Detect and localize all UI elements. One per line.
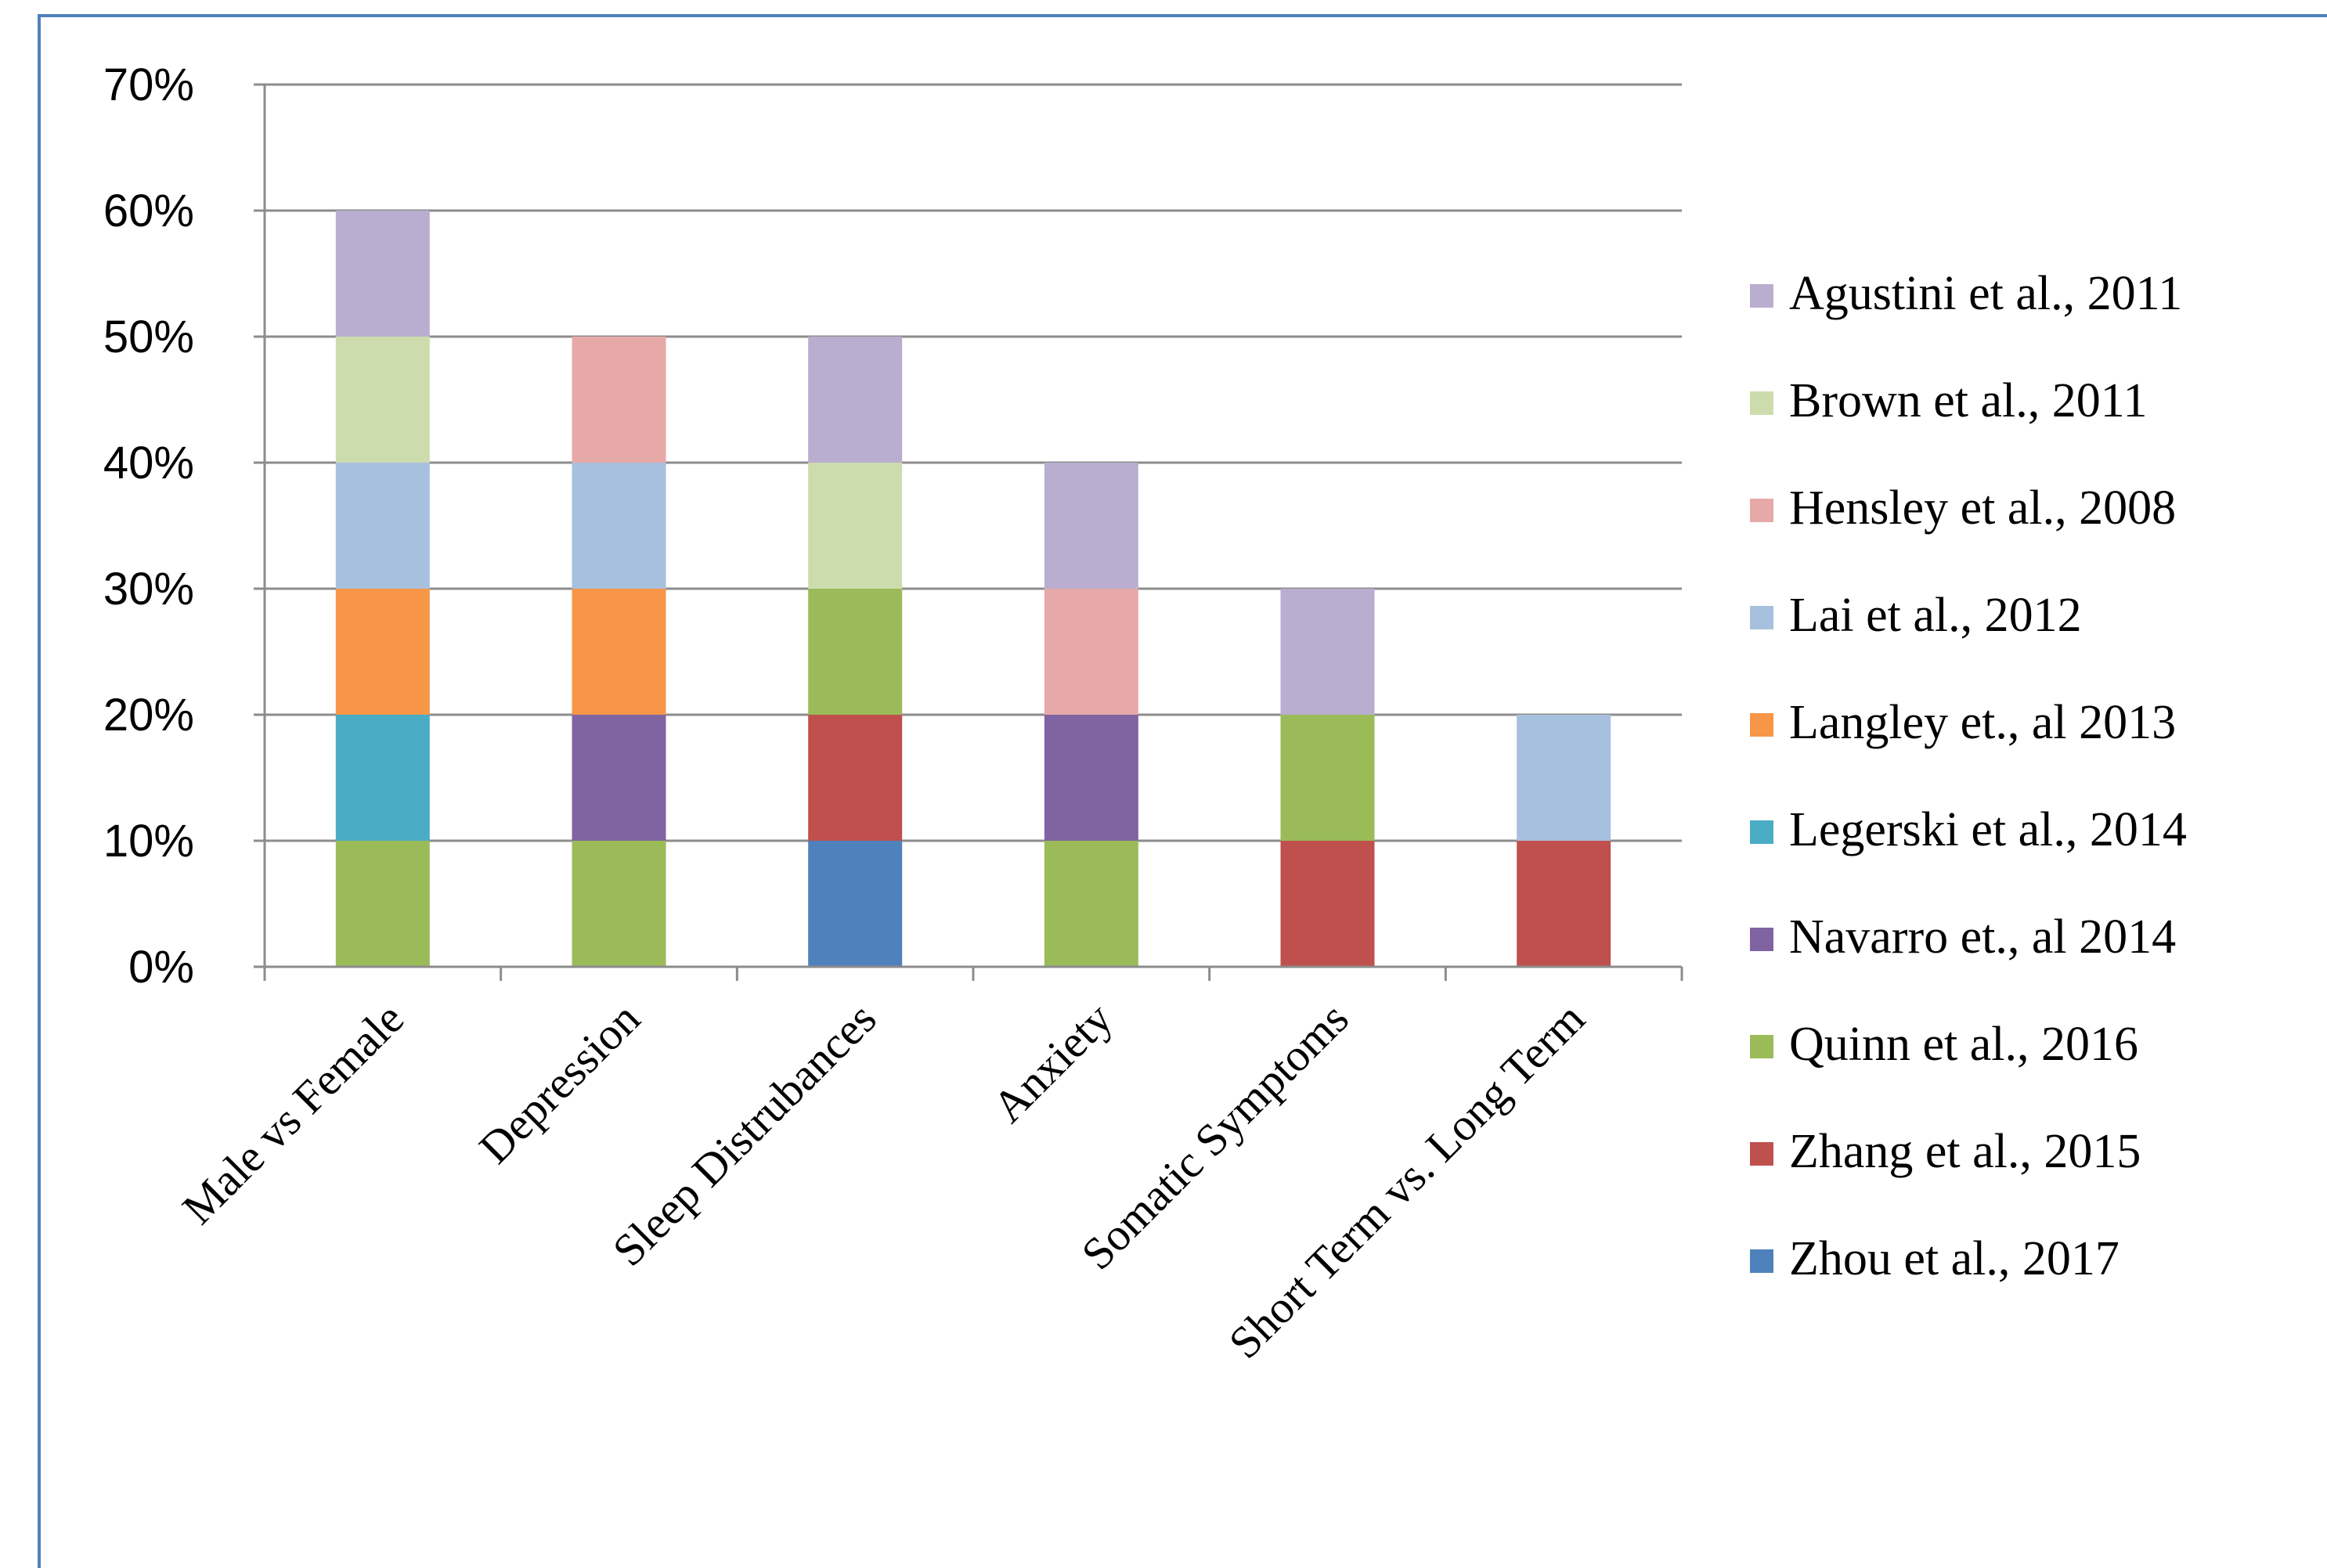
legend-label: Zhou et al., 2017 — [1789, 1232, 2120, 1285]
legend-swatch — [1750, 1035, 1773, 1058]
bar-segment — [808, 337, 903, 463]
bar-segment — [1044, 589, 1138, 715]
legend-label: Hensley et al., 2008 — [1789, 481, 2176, 535]
legend-swatch — [1750, 499, 1773, 522]
bar-segment — [808, 715, 903, 841]
bar-segment — [572, 337, 666, 463]
legend-swatch — [1750, 713, 1773, 737]
bar-segment — [335, 715, 430, 841]
y-tick-label: 60% — [103, 186, 194, 236]
legend-label: Legerski et al., 2014 — [1789, 803, 2187, 856]
bar-segment — [335, 841, 430, 967]
bar-segment — [1517, 841, 1611, 967]
bar-segment — [808, 463, 903, 589]
bar-segment — [335, 337, 430, 463]
legend-swatch — [1750, 1142, 1773, 1166]
legend-swatch — [1750, 284, 1773, 308]
legend: Agustini et al., 2011 Brown et al., 2011 H… — [1750, 267, 2187, 1285]
y-tick-label: 50% — [103, 312, 194, 362]
legend-swatch — [1750, 928, 1773, 951]
legend-label: Lai et al., 2012 — [1789, 589, 2082, 642]
y-tick-label: 30% — [103, 564, 194, 615]
bar-segment — [572, 715, 666, 841]
bar-segment — [335, 589, 430, 715]
legend-label: Quinn et al., 2016 — [1789, 1018, 2138, 1071]
legend-label: Agustini et al., 2011 — [1789, 267, 2182, 320]
bar-segment — [572, 463, 666, 589]
y-tick-label: 20% — [103, 690, 194, 741]
legend-swatch — [1750, 820, 1773, 844]
legend-label: Zhang et al., 2015 — [1789, 1125, 2141, 1178]
y-tick-labels: 0% 10% 20% 30% 40% 50% 60% 70% — [103, 59, 194, 993]
bar-segment — [1044, 841, 1138, 967]
axes — [254, 83, 1683, 981]
bar-segment — [572, 589, 666, 715]
x-tick-label: Depression — [469, 993, 649, 1173]
legend-label: Navarro et., al 2014 — [1789, 910, 2176, 964]
slide-frame — [38, 14, 2327, 1568]
legend-swatch — [1750, 606, 1773, 629]
x-tick-label: Anxiety — [983, 993, 1122, 1132]
bar-segment — [1517, 715, 1611, 841]
bar-segment — [1044, 463, 1138, 589]
y-tick-label: 70% — [103, 59, 194, 110]
x-tick-label: Sleep Distrubances — [603, 993, 886, 1275]
legend-swatch — [1750, 1249, 1773, 1273]
bar-segment — [808, 589, 903, 715]
legend-label: Brown et al., 2011 — [1789, 374, 2147, 427]
bar-segment — [1280, 841, 1375, 967]
legend-label: Langley et., al 2013 — [1789, 696, 2176, 749]
y-tick-label: 0% — [128, 942, 194, 993]
bar-segment — [572, 841, 666, 967]
bar-segment — [1044, 715, 1138, 841]
y-tick-label: 40% — [103, 438, 194, 488]
legend-swatch — [1750, 391, 1773, 415]
x-tick-label: Male vs Female — [172, 993, 413, 1234]
bar-segment — [335, 463, 430, 589]
y-tick-label: 10% — [103, 816, 194, 867]
bar-segment — [808, 841, 903, 967]
bar-segment — [335, 211, 430, 337]
bars — [335, 211, 1611, 967]
gridlines — [265, 83, 1682, 842]
bar-segment — [1280, 715, 1375, 841]
bar-segment — [1280, 589, 1375, 715]
